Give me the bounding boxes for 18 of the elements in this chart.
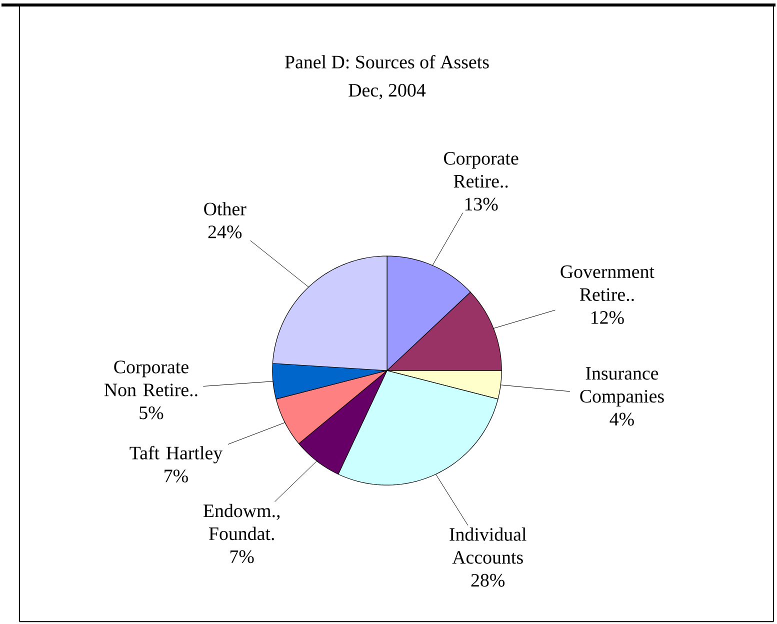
slice-label: Insurance Companies — [580, 367, 664, 407]
chart-subtitle: Dec, 2004 — [348, 84, 426, 100]
data-label: 7% — [230, 550, 254, 564]
data-label: 28% — [471, 574, 505, 587]
data-label: 13% — [465, 198, 498, 211]
slice-label: Corporate Retire.. — [444, 152, 518, 188]
data-label: 12% — [592, 311, 624, 324]
data-label: 4% — [610, 413, 634, 426]
data-label: 5% — [140, 406, 164, 420]
data-label: 7% — [164, 470, 188, 483]
slice-label: Corporate Non Retire.. — [104, 360, 198, 397]
slice-label: Individual Accounts — [450, 528, 526, 564]
slice-label: Other — [204, 202, 246, 216]
slice-label: Government Retire.. — [560, 266, 654, 302]
data-label: 24% — [208, 226, 242, 239]
slice-label: Taft Hartley — [130, 446, 223, 464]
chart-title: Panel D: Sources of Assets — [285, 55, 489, 69]
slice-label: Endowm., Foundat. — [203, 504, 280, 540]
